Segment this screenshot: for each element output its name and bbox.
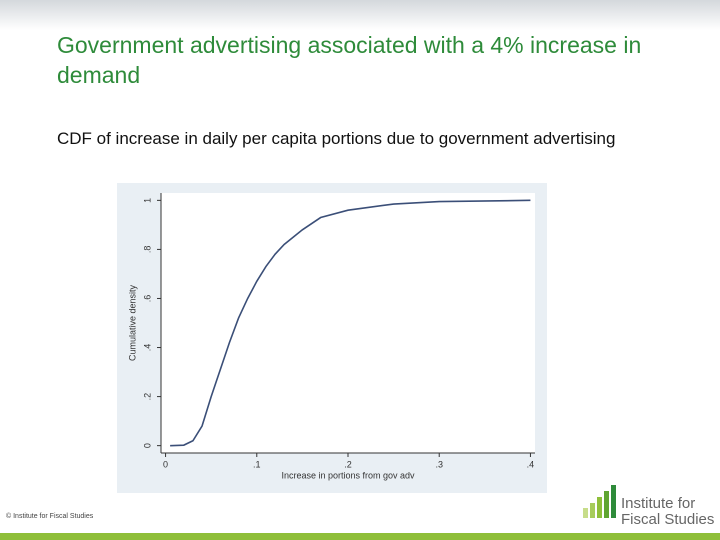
y-tick-label: .2 bbox=[142, 393, 152, 401]
x-tick-label: .1 bbox=[253, 459, 261, 469]
y-tick-label: .8 bbox=[142, 246, 152, 254]
cdf-line bbox=[170, 199, 531, 447]
logo-line: Fiscal Studies bbox=[621, 511, 715, 528]
slide-title: Government advertising associated with a… bbox=[57, 32, 642, 88]
x-tick-label: .3 bbox=[435, 459, 443, 469]
footer: © Institute for Fiscal Studies bbox=[6, 513, 94, 520]
plot-area bbox=[161, 193, 535, 453]
top-bar bbox=[0, 0, 720, 30]
y-tick-label: 1 bbox=[142, 198, 152, 203]
logo-text: Institute for Fiscal Studies bbox=[621, 496, 714, 528]
logo-bar bbox=[597, 497, 602, 518]
logo-bar bbox=[611, 485, 616, 518]
x-tick-label: .4 bbox=[527, 459, 535, 469]
x-tick-label: 0 bbox=[163, 459, 168, 469]
y-tick-label: 0 bbox=[142, 443, 152, 448]
logo-bar bbox=[590, 503, 595, 518]
logo-bar bbox=[583, 508, 588, 518]
logo-bar bbox=[604, 491, 609, 518]
logo-line: Institute for bbox=[621, 495, 696, 512]
y-tick-label: .6 bbox=[142, 295, 152, 303]
slide-subtitle: CDF of increase in daily per capita port… bbox=[57, 129, 616, 148]
y-axis-label: Cumulative density bbox=[127, 284, 137, 361]
bottom-bar bbox=[0, 533, 720, 540]
y-tick-label: .4 bbox=[142, 344, 152, 352]
x-axis-label: Increase in portions from gov adv bbox=[281, 470, 415, 480]
x-tick-label: .2 bbox=[344, 459, 352, 469]
logo-bars bbox=[583, 485, 616, 518]
